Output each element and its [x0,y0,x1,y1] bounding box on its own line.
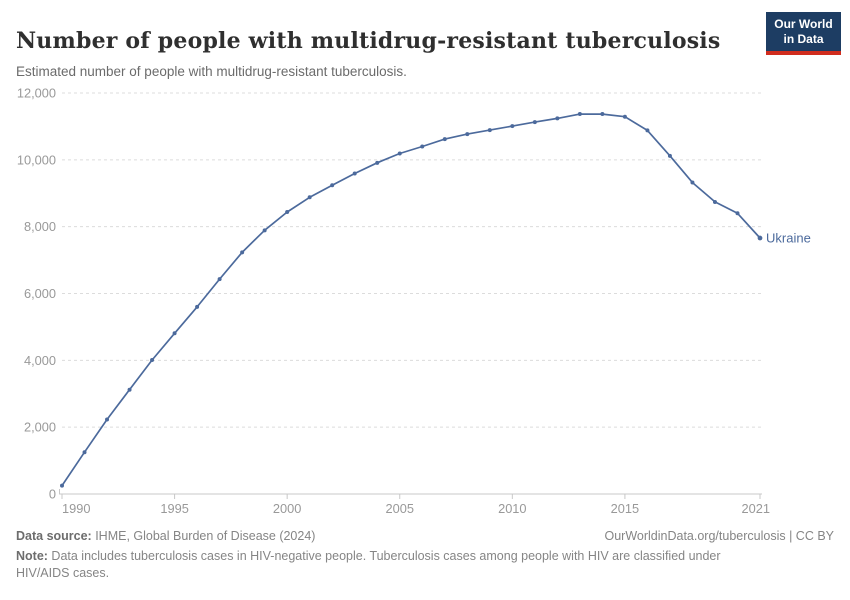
data-point[interactable] [690,180,695,185]
data-point[interactable] [757,235,763,241]
owid-license-link[interactable]: OurWorldinData.org/tuberculosis | CC BY [604,529,835,543]
data-point[interactable] [465,132,470,137]
data-point[interactable] [622,114,627,119]
series-label-ukraine[interactable]: Ukraine [766,231,811,246]
data-point[interactable] [420,144,425,149]
data-point[interactable] [577,112,582,117]
page-title: Number of people with multidrug-resistan… [16,27,721,54]
x-tick-label: 2010 [498,501,526,516]
data-point[interactable] [487,128,492,133]
data-point[interactable] [217,277,222,282]
data-point[interactable] [105,417,110,422]
data-point[interactable] [127,387,132,392]
data-point[interactable] [330,183,335,188]
data-point[interactable] [375,160,380,165]
note-text: Data includes tuberculosis cases in HIV-… [16,549,721,580]
owid-logo-line2: in Data [783,32,824,46]
data-point[interactable] [285,209,290,214]
owid-logo[interactable]: Our World in Data [766,12,841,55]
data-source: Data source: IHME, Global Burden of Dise… [16,528,315,544]
data-point[interactable] [172,331,177,336]
data-point[interactable] [240,250,245,255]
data-point[interactable] [442,137,447,142]
y-tick-label: 4,000 [24,353,56,368]
y-tick-label: 6,000 [24,286,56,301]
data-point[interactable] [667,153,672,158]
x-tick-label: 2005 [386,501,414,516]
data-point[interactable] [532,120,537,125]
trend-line[interactable] [61,113,761,487]
data-point[interactable] [645,128,650,133]
data-point[interactable] [600,112,605,117]
x-tick-label: 2021 [742,501,770,516]
note-label: Note: [16,549,48,564]
data-point[interactable] [60,483,64,488]
data-point[interactable] [82,450,87,455]
data-point[interactable] [195,304,200,309]
data-point[interactable] [352,171,357,176]
owid-logo-line1: Our World [774,17,833,31]
data-point[interactable] [150,357,155,362]
x-tick-label: 1995 [160,501,188,516]
y-tick-label: 2,000 [24,420,56,435]
data-point[interactable] [397,151,402,156]
data-point[interactable] [510,124,515,129]
x-tick-label: 2015 [611,501,639,516]
y-tick-label: 12,000 [17,86,56,101]
data-source-text: IHME, Global Burden of Disease (2024) [91,529,316,543]
data-point[interactable] [307,195,312,200]
data-point[interactable] [712,199,717,204]
x-tick-label: 1990 [62,501,90,516]
data-source-label: Data source: [16,529,92,543]
chart-note: Note: Data includes tuberculosis cases i… [16,548,768,581]
data-point[interactable] [735,211,740,216]
chart-footer: Data source: IHME, Global Burden of Dise… [16,528,834,581]
y-tick-label: 10,000 [17,152,56,167]
y-tick-label: 0 [49,487,56,502]
x-tick-label: 2000 [273,501,301,516]
data-point[interactable] [262,228,267,233]
y-tick-label: 8,000 [24,219,56,234]
data-point[interactable] [555,116,560,121]
chart-subtitle: Estimated number of people with multidru… [16,63,407,79]
